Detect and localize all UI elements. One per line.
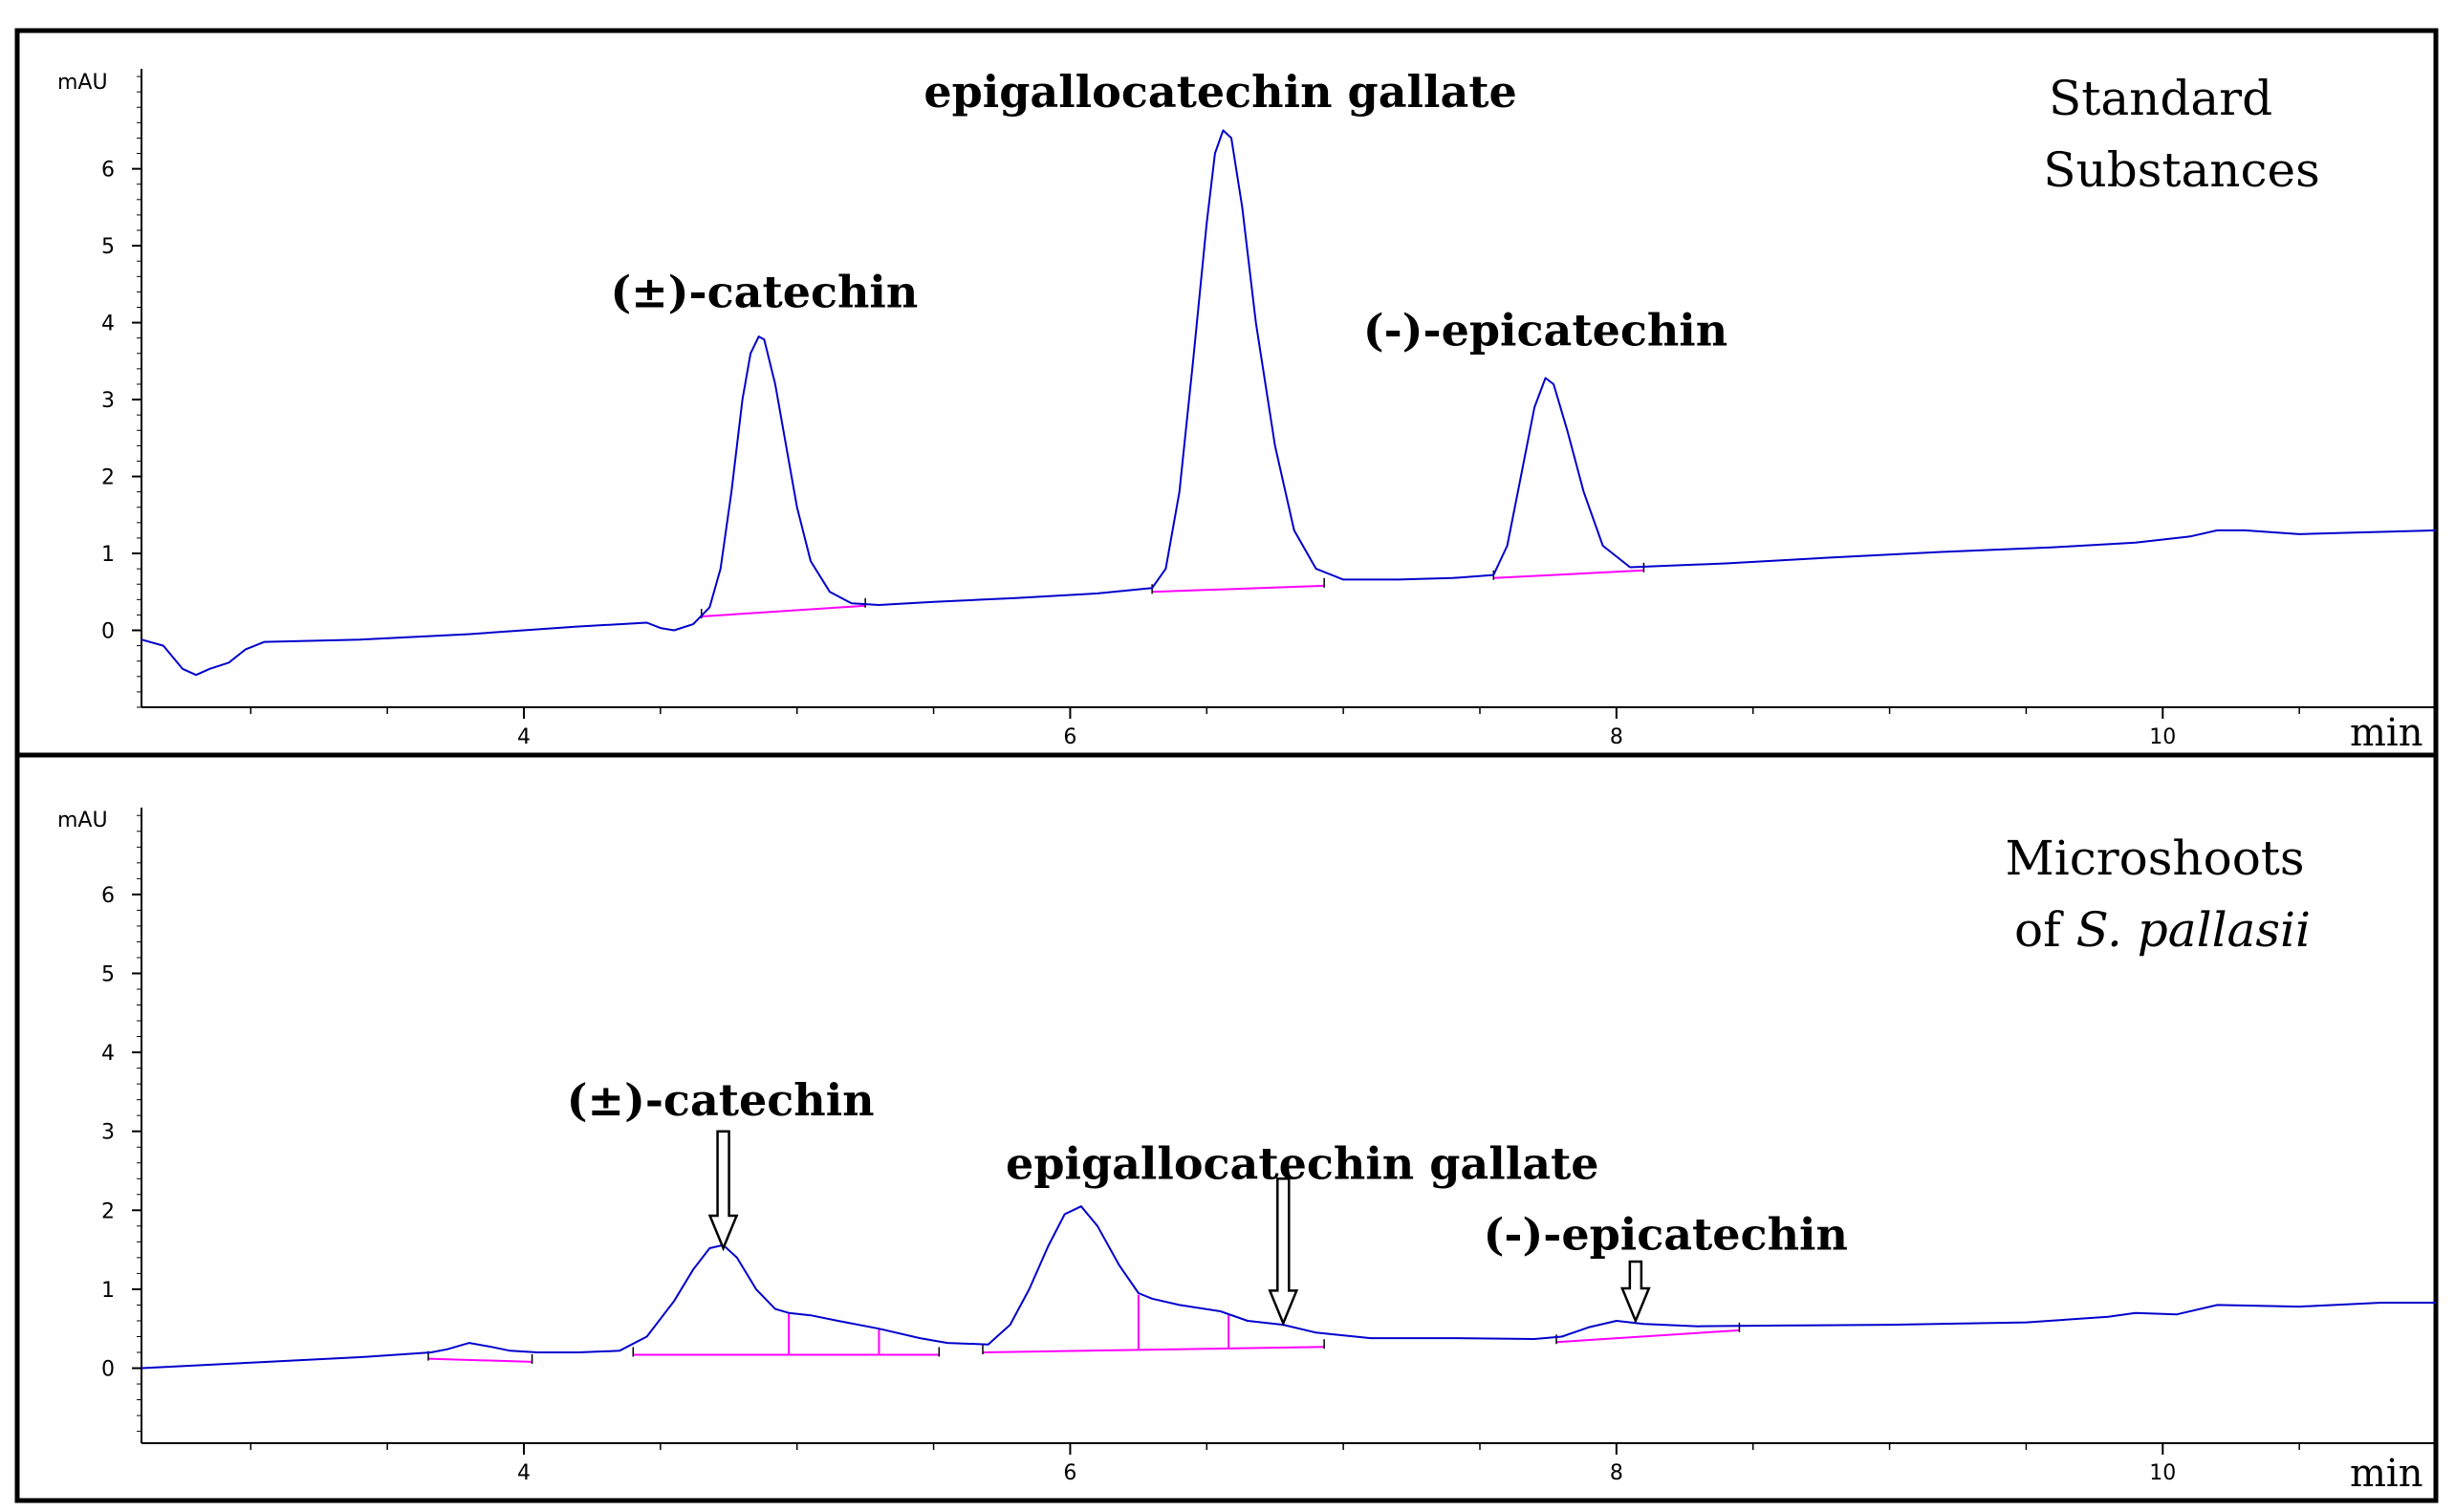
integration-baseline: [701, 604, 866, 618]
sample-label: Microshoots of S. pallasii: [2006, 831, 2320, 958]
x-tick-label: 8: [1610, 725, 1623, 749]
integration-baseline: [1555, 1328, 1740, 1344]
y-tick-label: 3: [101, 389, 115, 413]
peak-label: (±)-catechin: [567, 1074, 875, 1126]
peak-label: epigallocatechin gallate: [1006, 1137, 1598, 1189]
y-axis-unit-label: mAU: [57, 71, 108, 95]
x-axis-unit-label: min: [2350, 1452, 2422, 1496]
y-tick-label: 1: [101, 1279, 115, 1303]
peak-label: (-)-epicatechin: [1484, 1209, 1848, 1261]
x-tick-label: 6: [1063, 1461, 1076, 1485]
x-tick-label: 10: [2149, 1461, 2176, 1485]
peak-label: (-)-epicatechin: [1363, 305, 1727, 356]
peak-arrow-icon: [707, 1130, 739, 1252]
y-tick-label: 2: [101, 466, 115, 490]
y-tick-label: 5: [101, 235, 115, 259]
panel-standard-substances: mAU min Standard Substances 0 1 2 3 4 5 6 4 6 8 10…: [57, 66, 2437, 755]
integration-baseline: [982, 1346, 1325, 1353]
sample-label-line-1: Standard: [2049, 71, 2272, 126]
x-tick-label: 10: [2149, 725, 2176, 749]
peak-arrow-icon: [1619, 1260, 1651, 1325]
peak-label: epigallocatechin gallate: [923, 66, 1516, 118]
peak-arrow-icon: [1268, 1177, 1299, 1327]
x-axis-unit-label: min: [2350, 711, 2422, 755]
y-tick-label: 3: [101, 1121, 115, 1145]
integration-baseline: [1152, 584, 1325, 594]
x-tick-label: 4: [517, 1461, 531, 1485]
sample-label: Standard Substances: [2043, 71, 2319, 198]
y-tick-label: 6: [101, 884, 115, 908]
y-tick-label: 4: [101, 1042, 115, 1066]
y-tick-label: 1: [101, 543, 115, 567]
chromatogram-trace: [141, 129, 2437, 677]
y-tick-label: 2: [101, 1199, 115, 1223]
y-tick-label: 4: [101, 313, 115, 336]
sample-label-line-2: of S. pallasii: [2014, 902, 2311, 958]
integration-baseline: [427, 1357, 532, 1363]
y-tick-label: 6: [101, 159, 115, 183]
y-tick-label: 5: [101, 962, 115, 986]
peak-label: (±)-catechin: [610, 266, 918, 317]
x-tick-label: 4: [517, 725, 531, 749]
chromatogram-trace: [141, 1205, 2436, 1370]
y-axis-unit-label: mAU: [57, 809, 108, 832]
y-tick-label: 0: [101, 1358, 115, 1382]
integration-baseline: [1493, 569, 1644, 579]
sample-label-line-2: Substances: [2043, 142, 2319, 198]
sample-label-line-1: Microshoots: [2006, 831, 2305, 886]
x-tick-label: 6: [1063, 725, 1076, 749]
panel-microshoots: mAU min Microshoots of S. pallasii 0 1 2 3 4…: [57, 808, 2437, 1496]
x-tick-label: 8: [1610, 1461, 1623, 1485]
figure-frame: [14, 28, 2439, 1503]
y-tick-label: 0: [101, 620, 115, 644]
